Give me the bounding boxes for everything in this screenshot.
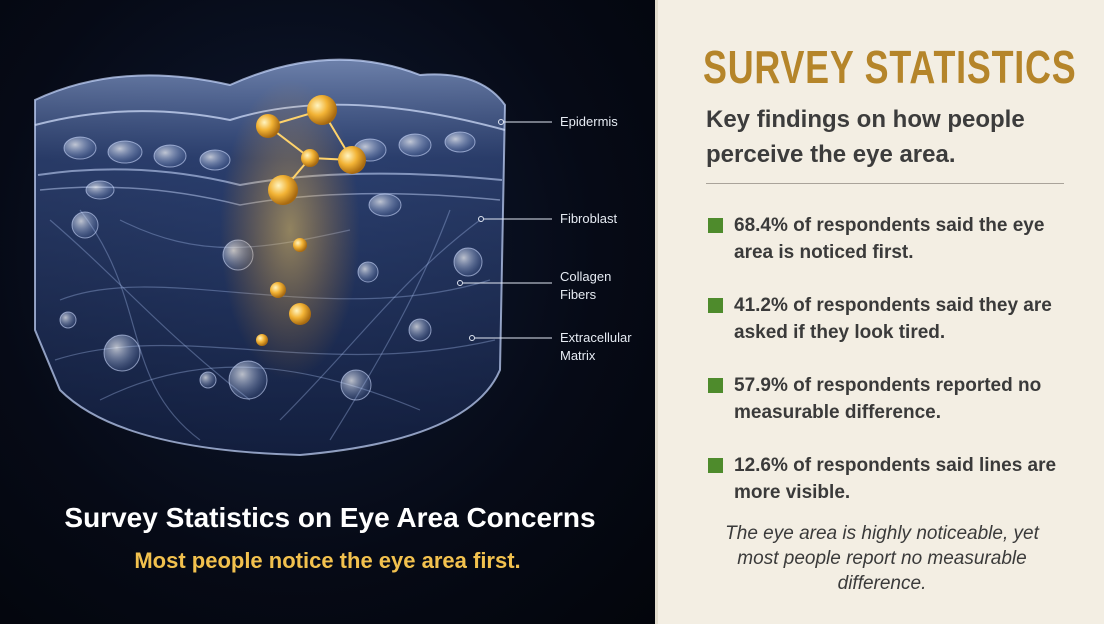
tissue-block (34, 58, 507, 457)
bullet (708, 458, 723, 473)
stats-panel: SURVEY STATISTICS Key findings on how pe… (655, 0, 1104, 624)
bullet (708, 298, 723, 313)
divider (706, 183, 1064, 184)
label-ecm: Extracellular Matrix (560, 330, 632, 363)
caption-title: Survey Statistics on Eye Area Concerns (64, 502, 596, 533)
heading: SURVEY STATISTICS (703, 41, 1077, 93)
label-collagen: Collagen Fibers (560, 269, 612, 302)
finding-text: 57.9% of respondents reported no measura… (734, 375, 1042, 423)
bullet (708, 218, 723, 233)
finding-text: 12.6% of respondents said lines are more… (734, 455, 1057, 503)
bullet (708, 378, 723, 393)
label-fibroblast: Fibroblast (560, 211, 618, 226)
finding-text: 68.4% of respondents said the eye area i… (734, 215, 1045, 263)
tissue-illustration (34, 58, 552, 457)
label-epidermis: Epidermis (560, 114, 618, 129)
caption-subtitle: Most people notice the eye area first. (134, 548, 521, 573)
illustration-panel: Epidermis Fibroblast Collagen Fibers Ext… (0, 0, 655, 624)
note: The eye area is highly noticeable, yet m… (725, 523, 1039, 594)
finding-text: 41.2% of respondents said they are asked… (734, 295, 1052, 343)
subheading: Key findings on how people perceive the … (706, 106, 1025, 168)
